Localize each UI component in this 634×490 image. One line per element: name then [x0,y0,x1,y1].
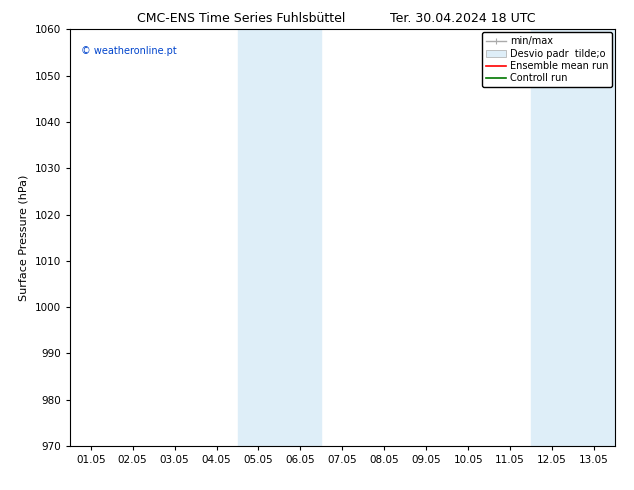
Text: Ter. 30.04.2024 18 UTC: Ter. 30.04.2024 18 UTC [390,12,536,25]
Text: CMC-ENS Time Series Fuhlsbüttel: CMC-ENS Time Series Fuhlsbüttel [137,12,345,25]
Y-axis label: Surface Pressure (hPa): Surface Pressure (hPa) [19,174,29,301]
Bar [531,29,615,446]
Legend: min/max, Desvio padr  tilde;o, Ensemble mean run, Controll run: min/max, Desvio padr tilde;o, Ensemble m… [482,32,612,87]
Bar [238,29,321,446]
Text: © weatheronline.pt: © weatheronline.pt [81,46,176,56]
